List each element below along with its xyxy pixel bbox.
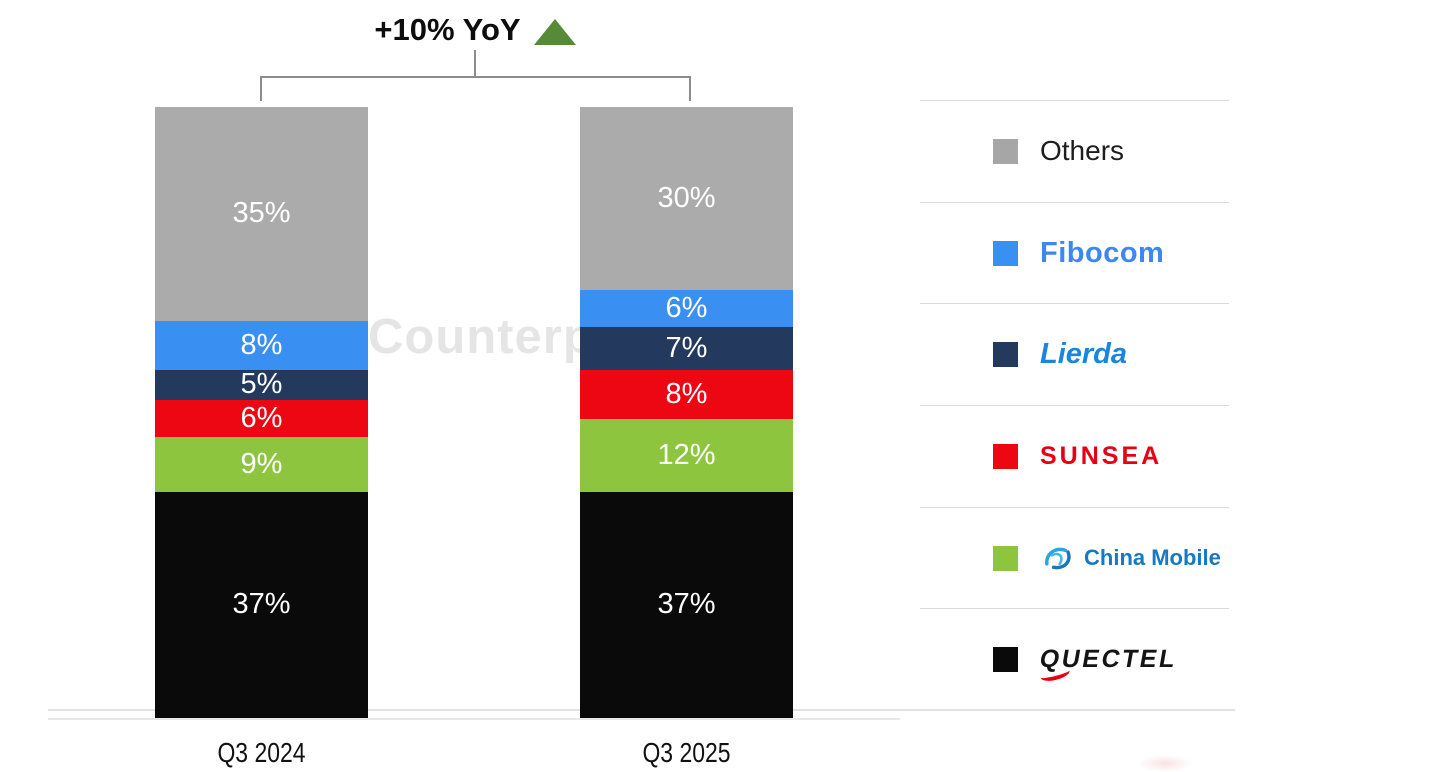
bracket-stem: [474, 50, 476, 77]
cropped-logo-artifact: [1138, 755, 1192, 772]
sunsea-logo: SUNSEA: [1040, 441, 1163, 470]
legend-item-quectel: QUECTEL: [920, 608, 1229, 710]
bar-segment-sunsea: 6%: [155, 400, 368, 437]
legend-swatch-others: [993, 138, 1018, 164]
yoy-label: +10% YoY: [374, 12, 521, 47]
yoy-annotation: +10% YoY: [330, 12, 620, 48]
bar-segment-label: 35%: [232, 197, 291, 230]
legend-swatch-sunsea: [993, 443, 1018, 469]
bar-segment-label: 6%: [240, 402, 283, 435]
stacked-bar-q3-2025: 30% 6% 7% 8% 12% 37%: [580, 107, 793, 718]
bracket-tick-left: [260, 76, 262, 101]
bar-segment-label: 8%: [240, 328, 283, 361]
legend-item-china-mobile: China Mobile: [920, 506, 1229, 609]
bar-segment-label: 9%: [240, 447, 283, 480]
legend-item-sunsea: SUNSEA: [920, 405, 1229, 507]
bar-segment-china-mobile: 12%: [580, 418, 793, 492]
bar-segment-label: 30%: [657, 182, 716, 215]
bar-segment-label: 5%: [240, 368, 283, 401]
bar-segment-label: 12%: [657, 438, 716, 471]
bar-segment-quectel: 37%: [155, 491, 368, 718]
bar-segment-lierda: 7%: [580, 326, 793, 370]
bar-segment-label: 37%: [232, 588, 291, 621]
fibocom-logo: Fibocom: [1040, 236, 1165, 269]
lierda-logo: Lierda: [1040, 338, 1128, 371]
legend-swatch-china-mobile: [993, 545, 1018, 571]
x-axis-label-q3-2025: Q3 2025: [642, 737, 731, 768]
china-mobile-logo-text: China Mobile: [1084, 545, 1221, 571]
legend-swatch-fibocom: [993, 240, 1018, 266]
bar-segment-fibocom: 6%: [580, 290, 793, 327]
bar-segment-fibocom: 8%: [155, 320, 368, 370]
legend-item-fibocom: Fibocom: [920, 201, 1229, 304]
bar-segment-sunsea: 8%: [580, 369, 793, 419]
up-triangle-icon: [533, 18, 576, 45]
legend: Others Fibocom Lierda SUNSEA China Mobil…: [920, 100, 1229, 710]
legend-label-others: Others: [1040, 135, 1125, 167]
bar-segment-china-mobile: 9%: [155, 436, 368, 492]
bar-segment-label: 6%: [665, 292, 708, 325]
bar-segment-label: 8%: [665, 377, 708, 410]
bracket-line: [260, 76, 691, 78]
axis-baseline-shadow: [48, 718, 900, 720]
bar-segment-label: 37%: [657, 588, 716, 621]
china-mobile-logo-icon: [1045, 547, 1071, 570]
bar-segment-label: 7%: [665, 331, 708, 364]
bar-segment-others: 35%: [155, 107, 368, 321]
bracket-tick-right: [689, 76, 691, 101]
legend-item-lierda: Lierda: [920, 303, 1229, 405]
legend-swatch-quectel: [993, 647, 1018, 673]
bar-segment-others: 30%: [580, 107, 793, 291]
x-axis-label-q3-2024: Q3 2024: [217, 737, 306, 768]
bar-segment-lierda: 5%: [155, 368, 368, 401]
counterpoint-watermark: Counterp: [368, 310, 594, 364]
legend-item-others: Others: [920, 100, 1229, 202]
stacked-bar-q3-2024: 35% 8% 5% 6% 9% 37%: [155, 107, 368, 718]
bar-segment-quectel: 37%: [580, 491, 793, 718]
legend-swatch-lierda: [993, 342, 1018, 368]
